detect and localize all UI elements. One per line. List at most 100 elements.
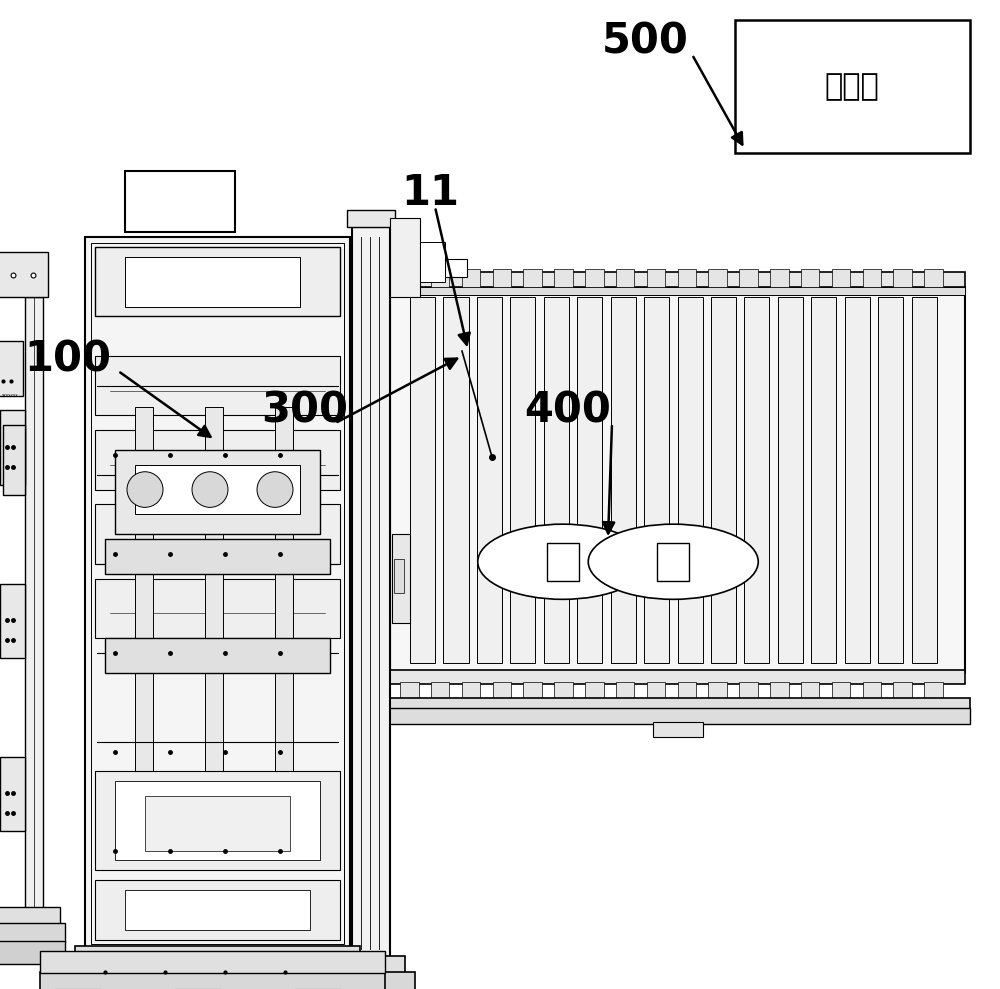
Bar <box>462 269 480 287</box>
Bar <box>60 979 375 989</box>
Text: 11: 11 <box>401 172 459 214</box>
Circle shape <box>127 472 163 507</box>
Bar <box>708 682 727 700</box>
Bar <box>647 682 665 700</box>
Bar <box>392 534 410 623</box>
Bar <box>678 269 696 287</box>
Bar <box>125 171 235 232</box>
Bar <box>616 269 634 287</box>
Bar <box>811 297 836 663</box>
Bar <box>644 297 669 663</box>
Bar <box>347 210 395 227</box>
Bar <box>60 962 375 982</box>
Bar <box>352 227 390 959</box>
Bar <box>611 297 636 663</box>
Circle shape <box>257 472 293 507</box>
Bar <box>40 951 385 973</box>
Bar <box>924 682 943 700</box>
Bar <box>125 257 300 307</box>
Bar <box>390 272 965 287</box>
Bar <box>510 297 535 663</box>
Bar <box>547 543 579 581</box>
Bar <box>105 638 330 673</box>
Bar <box>394 559 404 593</box>
Bar <box>652 722 702 737</box>
Bar <box>0 757 25 831</box>
Bar <box>924 269 943 287</box>
Bar <box>95 504 340 564</box>
Bar <box>105 539 330 574</box>
Bar <box>739 682 758 700</box>
Bar <box>616 682 634 700</box>
Bar <box>95 430 340 490</box>
Bar <box>95 880 340 940</box>
Text: 控制室: 控制室 <box>825 72 879 102</box>
Bar <box>492 269 511 287</box>
Bar <box>544 297 569 663</box>
Bar <box>878 297 903 663</box>
Bar <box>275 407 293 870</box>
Bar <box>770 682 788 700</box>
Bar <box>95 771 340 870</box>
Bar <box>862 682 881 700</box>
Bar <box>390 670 965 684</box>
Bar <box>657 543 689 581</box>
Ellipse shape <box>478 524 648 599</box>
Bar <box>492 682 511 700</box>
Bar <box>400 682 418 700</box>
Bar <box>832 682 850 700</box>
Bar <box>0 410 25 485</box>
Bar <box>523 682 542 700</box>
Bar <box>735 20 970 153</box>
Bar <box>390 287 965 295</box>
Bar <box>0 584 25 658</box>
Bar <box>862 269 881 287</box>
Bar <box>337 956 405 974</box>
Bar <box>385 708 970 724</box>
Bar <box>801 269 819 287</box>
Bar <box>410 297 435 663</box>
Bar <box>40 972 385 989</box>
Bar <box>778 297 803 663</box>
Bar <box>801 682 819 700</box>
Bar <box>912 297 937 663</box>
Bar <box>711 297 736 663</box>
Bar <box>135 407 153 870</box>
Bar <box>405 253 430 275</box>
Bar <box>462 682 480 700</box>
Bar <box>554 682 573 700</box>
Bar <box>75 946 360 964</box>
Bar <box>678 297 703 663</box>
Bar <box>400 269 418 287</box>
Bar <box>477 297 502 663</box>
Bar <box>3 425 25 494</box>
Circle shape <box>192 472 228 507</box>
Bar <box>431 682 449 700</box>
Bar <box>385 698 970 710</box>
Bar <box>431 269 449 287</box>
Bar <box>0 341 23 396</box>
Bar <box>0 907 60 925</box>
Bar <box>443 297 469 663</box>
Bar <box>647 269 665 287</box>
Bar <box>739 269 758 287</box>
Bar <box>585 682 604 700</box>
Bar <box>420 242 445 282</box>
Bar <box>845 297 870 663</box>
Bar <box>770 269 788 287</box>
Bar <box>95 356 340 415</box>
Bar <box>115 450 320 534</box>
Text: 400: 400 <box>525 390 611 431</box>
Text: XXXXXXX: XXXXXXX <box>2 394 18 398</box>
Bar <box>125 890 310 930</box>
Bar <box>678 682 696 700</box>
Bar <box>91 243 344 944</box>
Bar <box>893 269 912 287</box>
Bar <box>135 465 300 514</box>
Bar <box>832 269 850 287</box>
Bar <box>25 297 43 910</box>
Bar <box>585 269 604 287</box>
Bar <box>554 269 573 287</box>
Bar <box>577 297 602 663</box>
Text: 300: 300 <box>262 390 349 431</box>
